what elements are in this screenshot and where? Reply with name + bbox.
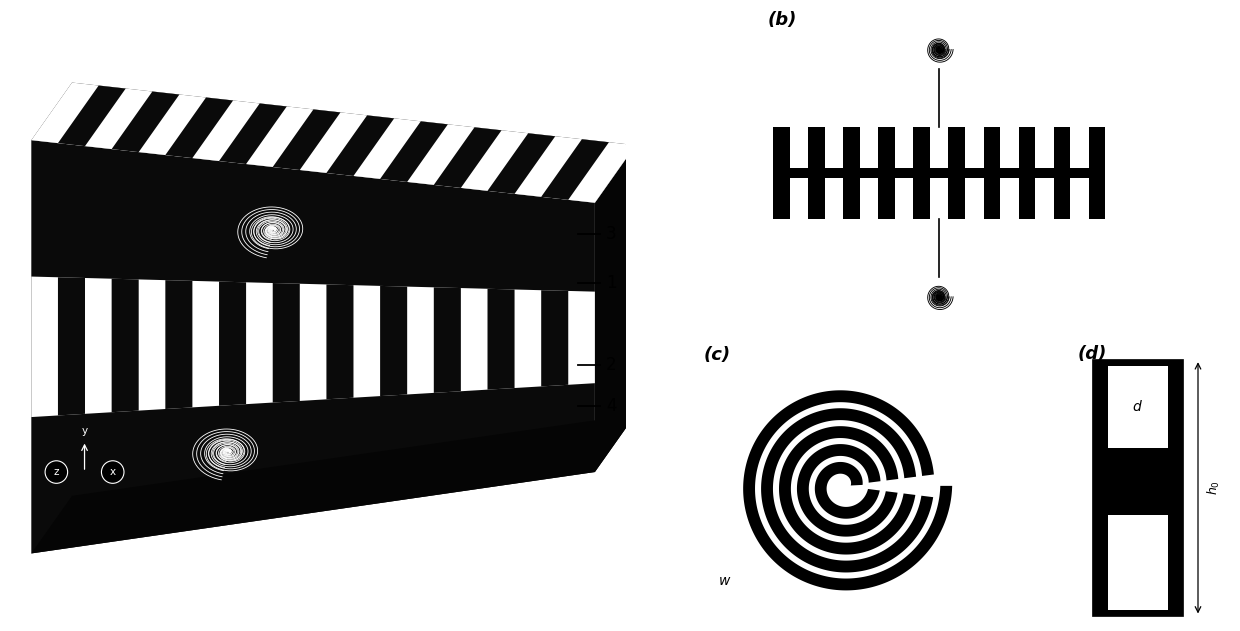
Text: 4: 4 [606, 397, 616, 415]
Polygon shape [165, 280, 192, 409]
Bar [965, 127, 983, 168]
Bar [861, 127, 878, 168]
Polygon shape [112, 91, 180, 152]
Polygon shape [31, 415, 636, 553]
Polygon shape [487, 133, 556, 194]
Polygon shape [273, 109, 341, 170]
Bar [790, 179, 808, 219]
Bar [1070, 127, 1089, 168]
Polygon shape [31, 83, 636, 203]
Bar [1092, 359, 1183, 616]
Bar [1035, 127, 1054, 168]
Polygon shape [31, 276, 595, 417]
Bar [895, 127, 914, 168]
Bar [774, 127, 1105, 219]
Bar [1001, 179, 1018, 219]
Polygon shape [434, 287, 461, 393]
Circle shape [102, 461, 124, 483]
Polygon shape [31, 83, 636, 203]
Polygon shape [326, 285, 353, 399]
Bar [965, 179, 983, 219]
Polygon shape [219, 103, 286, 164]
Bar [1109, 515, 1168, 610]
Text: (d): (d) [1078, 345, 1107, 363]
Text: z: z [53, 467, 60, 477]
Polygon shape [595, 145, 636, 472]
Polygon shape [112, 279, 139, 412]
Text: 1: 1 [606, 274, 616, 292]
Bar [1035, 179, 1054, 219]
Text: 2: 2 [606, 356, 616, 374]
Circle shape [45, 461, 68, 483]
Bar [790, 127, 808, 168]
Text: (c): (c) [703, 346, 730, 364]
Bar [895, 179, 914, 219]
Polygon shape [165, 97, 233, 158]
Polygon shape [541, 139, 609, 200]
Polygon shape [31, 140, 595, 553]
Polygon shape [434, 127, 501, 188]
Polygon shape [219, 281, 246, 406]
Text: $d$: $d$ [1132, 399, 1143, 415]
Polygon shape [541, 290, 568, 386]
Bar [825, 179, 843, 219]
Polygon shape [920, 474, 937, 498]
Polygon shape [58, 86, 125, 146]
Polygon shape [58, 277, 86, 415]
Text: $h_0$: $h_0$ [1205, 480, 1221, 495]
Bar [825, 127, 843, 168]
Polygon shape [903, 476, 919, 495]
Polygon shape [326, 115, 394, 176]
Bar [930, 179, 949, 219]
Bar [930, 127, 949, 168]
Polygon shape [487, 289, 515, 390]
Text: w: w [719, 574, 730, 588]
Polygon shape [743, 391, 952, 591]
Polygon shape [381, 286, 407, 396]
Text: y: y [82, 427, 88, 437]
Text: 3: 3 [606, 225, 616, 243]
Polygon shape [381, 121, 448, 182]
Polygon shape [867, 481, 883, 491]
Bar [1109, 365, 1168, 449]
Text: x: x [109, 467, 115, 477]
Polygon shape [273, 283, 300, 403]
Bar [861, 179, 878, 219]
Bar [1070, 179, 1089, 219]
Polygon shape [885, 479, 901, 493]
Bar [1001, 127, 1018, 168]
Text: (b): (b) [768, 11, 797, 28]
